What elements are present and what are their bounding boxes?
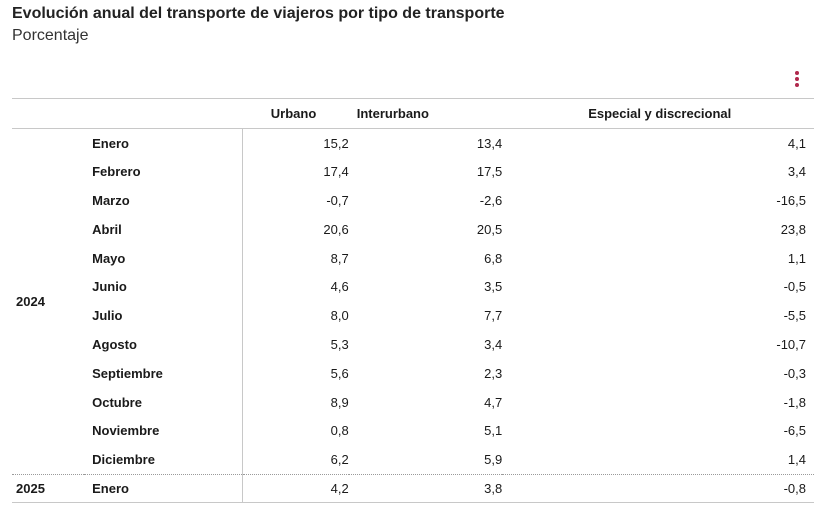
value-cell: 23,8 [780,221,806,237]
value-cell: 6,2 [242,445,349,475]
value-cell: 6,8 [484,250,503,266]
value-cell: 4,2 [242,474,349,504]
value-cell: -2,6 [479,192,503,208]
header-empty [84,98,243,129]
value-cell: -10,7 [776,336,806,352]
month-cell: Febrero [84,157,244,187]
value-cell: 5,3 [330,336,349,352]
value-cell: 20,5 [476,221,503,237]
data-table: Urbano Interurbano Especial y discrecion… [12,98,814,504]
value-cell: 2,3 [484,365,503,381]
value-cell: 5,9 [348,445,503,475]
month-cell: Julio [84,301,244,331]
value-cell: 1,4 [502,445,814,475]
value-cell: 8,7 [330,250,349,266]
table-row: Septiembre 5,6 2,3 -0,3 [12,358,814,388]
month-cell: Abril [84,214,244,244]
table-row: Agosto 5,3 3,4 -10,7 [12,330,814,359]
table-row: Abril 20,6 20,5 23,8 [12,214,814,244]
table-row: Marzo -0,7 -2,6 -16,5 [12,186,814,215]
column-header: Urbano [242,98,349,129]
month-cell: Diciembre [84,445,244,475]
value-cell: 5,6 [330,365,349,381]
month-cell: Junio [84,272,244,302]
value-cell: 8,9 [330,394,349,410]
page-title: Evolución anual del transporte de viajer… [12,5,505,22]
month-cell: Octubre [84,387,244,417]
table-row: 2024 Enero 15,2 13,4 4,1 [12,128,814,475]
value-cell: 4,6 [330,279,349,295]
month-cell: Enero [84,474,244,504]
year-cell: 2025 [12,474,85,504]
column-header: Especial y discrecional [502,98,814,129]
column-header: Interurbano [348,98,503,129]
table-row: Febrero 17,4 17,5 3,4 [12,157,814,187]
month-cell: Mayo [84,243,244,273]
value-cell: 4,1 [787,135,806,151]
value-cell: 3,5 [484,279,503,295]
page-subtitle: Porcentaje [12,27,89,44]
value-cell: -5,5 [783,308,806,324]
table-row: Diciembre 6,2 5,9 1,4 [12,445,814,475]
table-row: 2025 Enero 4,2 3,8 -0,8 [12,474,814,504]
value-cell: 3,4 [787,164,806,180]
month-cell: Agosto [84,330,244,359]
value-cell: 17,4 [323,164,349,180]
month-cell: Marzo [84,186,244,215]
value-cell: 3,8 [348,474,503,504]
month-cell: Noviembre [84,416,244,446]
vertical-dots-icon[interactable] [790,70,804,90]
value-cell: 0,8 [330,423,349,439]
value-cell: 20,6 [323,221,349,237]
value-cell: 1,1 [787,250,806,266]
table-row: Noviembre 0,8 5,1 -6,5 [12,416,814,446]
month-cell: Enero [84,128,244,158]
table-row: Julio 8,0 7,7 -5,5 [12,301,814,331]
table-body: 2024 Enero 15,2 13,4 4,1 Febrero 17,4 17,5 3,4 Ma… [12,128,814,504]
value-cell: 7,7 [484,308,503,324]
table-row: Octubre 8,9 4,7 -1,8 [12,387,814,417]
value-cell: 4,7 [484,394,503,410]
value-cell: -0,8 [502,474,814,504]
value-cell: -0,3 [783,365,806,381]
table-row: Mayo 8,7 6,8 1,1 [12,243,814,273]
value-cell: 3,4 [484,336,503,352]
value-cell: 17,5 [476,164,503,180]
table-row: Junio 4,6 3,5 -0,5 [12,272,814,302]
value-cell: -1,8 [783,394,806,410]
table-header-row: Urbano Interurbano Especial y discrecion… [12,98,814,129]
value-cell: -0,5 [783,279,806,295]
value-cell: 8,0 [330,308,349,324]
month-cell: Septiembre [84,358,244,388]
year-cell: 2024 [12,128,85,475]
value-cell: 13,4 [476,135,503,151]
header-empty [12,98,85,129]
value-cell: -0,7 [326,192,349,208]
value-cell: 15,2 [323,135,349,151]
value-cell: -16,5 [776,192,806,208]
value-cell: 5,1 [484,423,503,439]
value-cell: -6,5 [783,423,806,439]
